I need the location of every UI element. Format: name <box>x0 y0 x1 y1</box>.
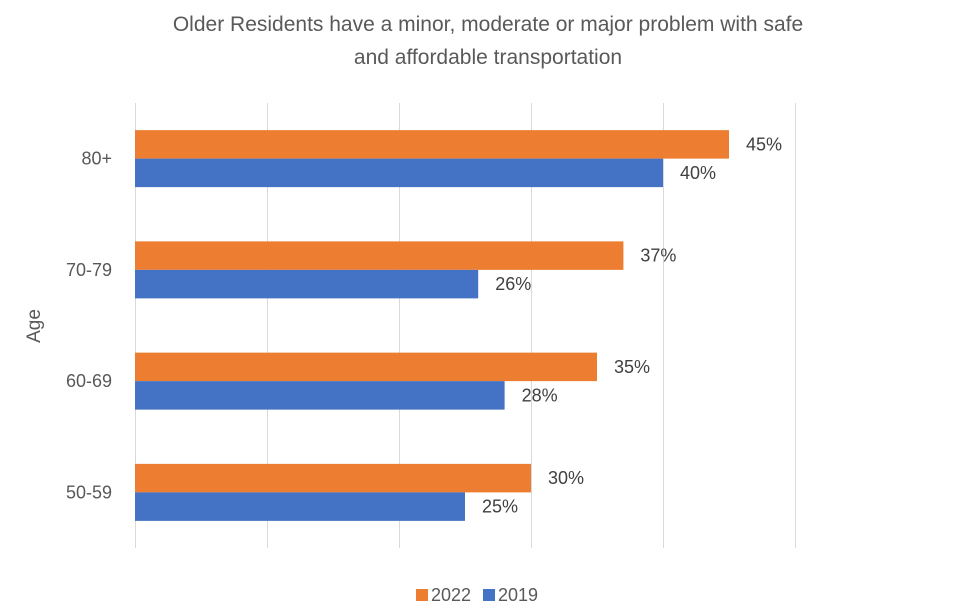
category-tick-labels: 80+ 70-79 60-69 50-59 <box>66 149 112 503</box>
data-label-2019-80+: 40% <box>680 163 716 183</box>
legend-label-2022: 2022 <box>431 585 471 605</box>
category-label-60-69: 60-69 <box>66 371 112 391</box>
category-label-80+: 80+ <box>81 149 112 169</box>
data-label-2022-70-79: 37% <box>640 246 676 266</box>
data-label-2022-50-59: 30% <box>548 468 584 488</box>
category-label-50-59: 50-59 <box>66 482 112 502</box>
y-axis-title: Age <box>24 309 45 343</box>
category-label-70-79: 70-79 <box>66 260 112 280</box>
chart-title-line-1: Older Residents have a minor, moderate o… <box>173 13 803 36</box>
legend-swatch-2022 <box>416 589 428 601</box>
bar-2019-50-59 <box>135 492 465 521</box>
bar-2019-60-69 <box>135 381 505 410</box>
legend-swatch-2019 <box>483 589 495 601</box>
legend: 2022 2019 <box>416 585 538 605</box>
data-labels: 45% 40% 37% 26% 35% 28% 30% 25% <box>482 134 782 516</box>
bar-2022-70-79 <box>135 241 624 270</box>
bar-2022-80+ <box>135 130 729 159</box>
data-label-2022-80+: 45% <box>746 134 782 154</box>
legend-label-2019: 2019 <box>498 585 538 605</box>
bar-2019-80+ <box>135 158 663 188</box>
data-label-2019-70-79: 26% <box>495 274 531 294</box>
data-label-2019-60-69: 28% <box>522 385 558 405</box>
data-label-2019-50-59: 25% <box>482 497 518 517</box>
chart-title: Older Residents have a minor, moderate o… <box>173 13 803 69</box>
bar-2019-70-79 <box>135 269 479 299</box>
bar-2022-50-59 <box>135 463 531 493</box>
bars <box>135 130 729 521</box>
chart-title-line-2: and affordable transportation <box>354 46 622 69</box>
data-label-2022-60-69: 35% <box>614 357 650 377</box>
bar-2022-60-69 <box>135 352 597 382</box>
